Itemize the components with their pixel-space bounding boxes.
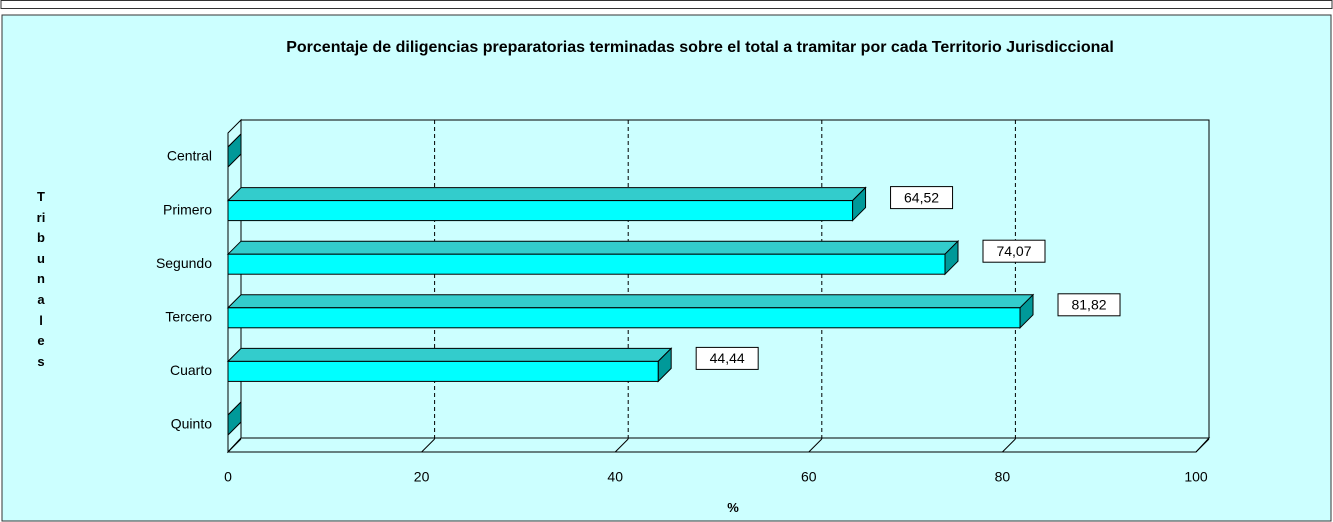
bar-side: [227, 400, 242, 437]
x-tick-label: 60: [801, 469, 817, 485]
value-label: 74,07: [996, 243, 1031, 259]
bar: [226, 347, 673, 383]
bar-front: [227, 200, 854, 222]
y-tick-label: Primero: [163, 201, 212, 217]
value-label-box: [1057, 293, 1121, 317]
y-tick-label: Quinto: [171, 416, 212, 432]
bar: [227, 132, 242, 169]
value-label: 44,44: [710, 350, 745, 366]
x-tick-label: 0: [224, 469, 232, 485]
grid-line: [614, 120, 629, 453]
value-label: 64,52: [904, 189, 939, 205]
bar: [226, 239, 960, 276]
grid-line: [1195, 438, 1210, 453]
x-tick-label: 40: [607, 469, 623, 485]
bar-top: [226, 240, 960, 255]
chart-title: Porcentaje de diligencias preparatorias …: [286, 39, 1114, 56]
top-frame: [0, 0, 1333, 9]
bar-side: [227, 132, 242, 169]
grid-line-floor: [1195, 438, 1210, 453]
y-tick-label: Tercero: [165, 309, 212, 325]
grid-line-floor: [421, 438, 435, 453]
bar-front: [227, 307, 1021, 329]
grid-line: [421, 120, 436, 453]
bar: [227, 400, 242, 437]
y-tick-label: Central: [167, 148, 212, 164]
bar-front: [227, 360, 659, 382]
grid-line-floor: [808, 438, 823, 453]
value-label-box: [982, 239, 1046, 263]
x-tick-label: 20: [414, 469, 430, 485]
bar-front: [227, 253, 946, 275]
x-axis-label: %: [727, 500, 739, 515]
bar-top: [226, 294, 1035, 309]
grid-line-floor: [614, 438, 629, 453]
x-tick-label: 100: [1184, 469, 1208, 485]
y-axis-label: Tribunales: [36, 189, 46, 369]
bar-top: [226, 347, 673, 362]
value-label-box: [890, 186, 954, 210]
y-tick-label: Segundo: [156, 255, 212, 271]
grid-line: [1002, 120, 1016, 453]
grid-line: [808, 120, 823, 453]
value-label: 81,82: [1071, 297, 1106, 313]
value-label-box: [695, 346, 759, 370]
back-wall: [240, 119, 1210, 439]
grid-line-floor: [227, 438, 242, 453]
bar: [226, 186, 867, 222]
y-tick-label: Cuarto: [170, 362, 212, 378]
grid-line: [227, 438, 242, 453]
x-tick-label: 80: [995, 469, 1011, 485]
bar-top: [226, 187, 867, 202]
bar: [226, 293, 1035, 330]
grid-line-floor: [1002, 438, 1016, 453]
